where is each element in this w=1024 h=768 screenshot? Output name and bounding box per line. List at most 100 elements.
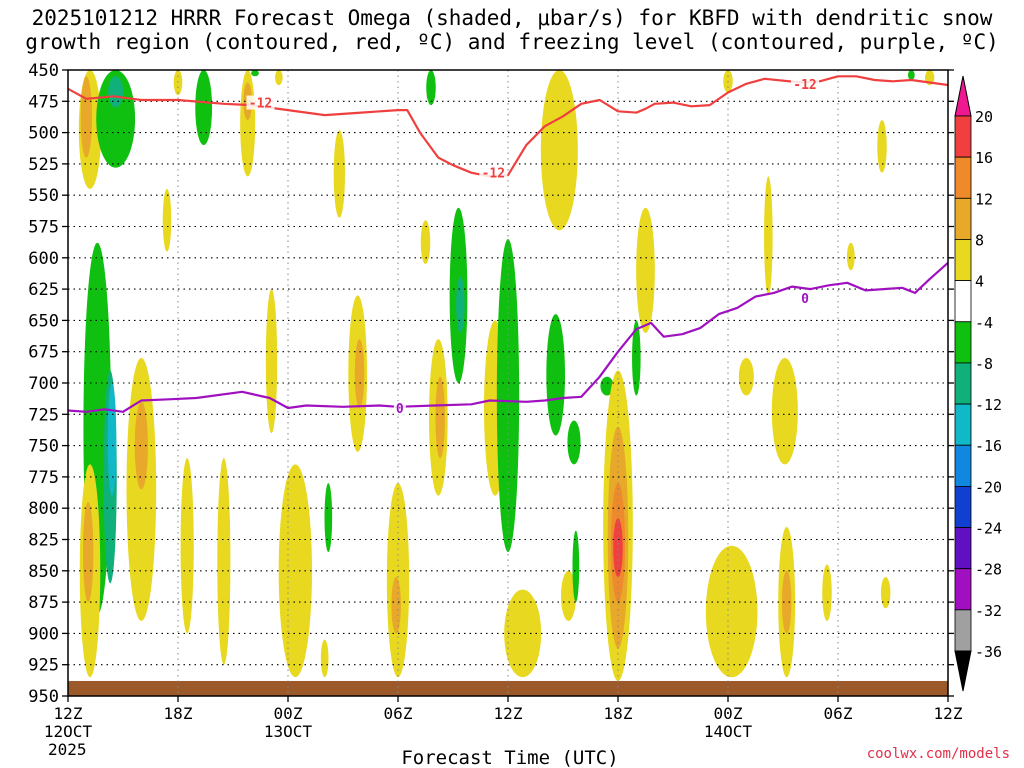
y-tick-label: 450 [28,61,59,81]
omega-region-y4 [265,289,278,434]
omega-region-y4 [771,357,798,465]
colorbar-label: -32 [975,602,1002,620]
y-tick-label: 475 [28,92,59,112]
colorbar-swatch [954,156,972,199]
omega-region-y4 [738,357,754,396]
omega-region-g4 [96,70,136,168]
chart-title-line-1: 2025101212 HRRR Forecast Omega (shaded, … [31,6,993,30]
contour-label-bg [393,401,406,416]
omega-region-g4 [567,420,581,465]
omega-region-y4 [880,577,891,609]
surface-terrain-band [68,680,948,696]
contour-label-bg [791,76,819,91]
y-tick-label: 725 [28,405,59,425]
omega-region-g4 [907,70,915,81]
contour-label-bg [246,95,275,110]
y-tick-label: 575 [28,218,59,238]
omega-region-y8 [82,501,94,603]
x-tick-label: 06Z [384,704,413,723]
contour-label: -12 [249,97,272,112]
freezing-level-contour [68,261,948,413]
colorbar-label: -36 [975,643,1002,661]
y-tick-label: 700 [28,374,59,394]
omega-region-y4 [540,70,578,231]
colorbar-label: -28 [975,561,1002,579]
x-tick-label: 12Z [54,704,83,723]
omega-region-y8 [435,376,445,459]
colorbar-label: 8 [975,231,984,249]
omega-region-y8 [134,401,148,490]
colorbar-swatch [954,485,972,528]
y-tick-label: 775 [28,468,59,488]
credit-link[interactable]: coolwx.com/models [866,746,1010,762]
contour-label: 0 [396,402,404,417]
omega-region-y4 [333,130,346,218]
x-tick-label: 06Z [824,704,853,723]
omega-region-y4 [705,545,758,678]
y-tick-label: 500 [28,124,59,144]
colorbar-swatch [954,403,972,446]
chart-title-line-2: growth region (contoured, red, ºC) and f… [25,30,999,54]
dendritic-growth-contour [68,75,948,178]
x-tick-year-label: 2025 [48,740,87,759]
omega-region-y4 [636,207,655,333]
y-tick-label: 850 [28,562,59,582]
colorbar-label: 4 [975,273,984,291]
omega-region-y4 [561,570,576,621]
omega-region-y4 [764,176,773,296]
colorbar-label: 16 [975,149,993,167]
colorbar-swatch [954,362,972,405]
x-tick-label: 18Z [604,704,633,723]
omega-region-y4 [420,220,431,265]
contour-label: 0 [801,292,809,307]
omega-region-y8 [80,76,93,158]
x-tick-label: 00Z [274,704,303,723]
colorbar-top-arrow [954,75,972,117]
omega-region-g4 [251,70,259,77]
y-tick-label: 825 [28,531,59,551]
y-tick-label: 675 [28,343,59,363]
colorbar-swatch [954,609,972,652]
colorbar-label: -4 [975,314,993,332]
y-tick-label: 750 [28,437,59,457]
colorbar-label: -24 [975,520,1002,538]
y-tick-label: 875 [28,593,59,613]
omega-region-y4 [877,120,887,173]
y-tick-label: 650 [28,311,59,331]
omega-region-y4 [320,639,329,678]
colorbar-label: -12 [975,396,1002,414]
omega-region-g4 [426,70,436,106]
colorbar-swatch [954,444,972,487]
omega-region-y4 [180,458,194,634]
colorbar-swatch [954,568,972,611]
colorbar-swatch [954,197,972,240]
x-tick-date-label: 13OCT [264,722,313,741]
omega-region-g4 [572,530,580,603]
omega-region-y4 [847,242,855,271]
omega-region-y4 [275,70,283,86]
colorbar-swatch [954,527,972,570]
omega-region-g8 [456,276,465,333]
omega-region-y4 [126,357,157,621]
omega-region-g4 [324,483,333,553]
colorbar-label: -8 [975,355,993,373]
x-tick-date-label: 14OCT [704,722,753,741]
y-tick-label: 900 [28,624,59,644]
colorbar-label: -16 [975,437,1002,455]
colorbar-bottom-arrow [954,650,972,692]
omega-region-g4 [632,320,641,396]
x-tick-label: 12Z [494,704,523,723]
colorbar-label: 20 [975,108,993,126]
omega-region-c12 [107,383,117,496]
y-tick-label: 625 [28,280,59,300]
colorbar-swatch [954,321,972,364]
x-tick-label: 18Z [164,704,193,723]
omega-region-g4 [546,314,566,436]
y-tick-label: 550 [28,186,59,206]
x-tick-label: 12Z [934,704,963,723]
contour-label: -12 [793,78,816,93]
omega-region-y4 [504,589,542,678]
y-tick-label: 950 [28,687,59,707]
omega-region-y4 [173,70,183,96]
x-axis-title: Forecast Time (UTC) [401,747,618,768]
